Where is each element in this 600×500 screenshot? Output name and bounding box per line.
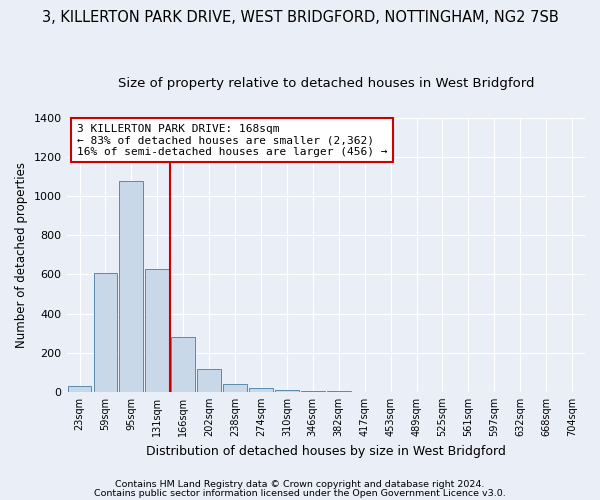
- Text: 3 KILLERTON PARK DRIVE: 168sqm
← 83% of detached houses are smaller (2,362)
16% : 3 KILLERTON PARK DRIVE: 168sqm ← 83% of …: [77, 124, 388, 156]
- Bar: [171, 337, 195, 392]
- Bar: [301, 391, 325, 392]
- Text: 3, KILLERTON PARK DRIVE, WEST BRIDGFORD, NOTTINGHAM, NG2 7SB: 3, KILLERTON PARK DRIVE, WEST BRIDGFORD,…: [41, 10, 559, 25]
- Bar: [94, 272, 118, 392]
- Bar: [223, 384, 247, 392]
- Bar: [119, 180, 143, 392]
- Text: Contains HM Land Registry data © Crown copyright and database right 2024.: Contains HM Land Registry data © Crown c…: [115, 480, 485, 489]
- X-axis label: Distribution of detached houses by size in West Bridgford: Distribution of detached houses by size …: [146, 444, 506, 458]
- Bar: [249, 388, 273, 392]
- Title: Size of property relative to detached houses in West Bridgford: Size of property relative to detached ho…: [118, 78, 534, 90]
- Y-axis label: Number of detached properties: Number of detached properties: [15, 162, 28, 348]
- Text: Contains public sector information licensed under the Open Government Licence v3: Contains public sector information licen…: [94, 489, 506, 498]
- Bar: [197, 370, 221, 392]
- Bar: [145, 268, 169, 392]
- Bar: [68, 386, 91, 392]
- Bar: [275, 390, 299, 392]
